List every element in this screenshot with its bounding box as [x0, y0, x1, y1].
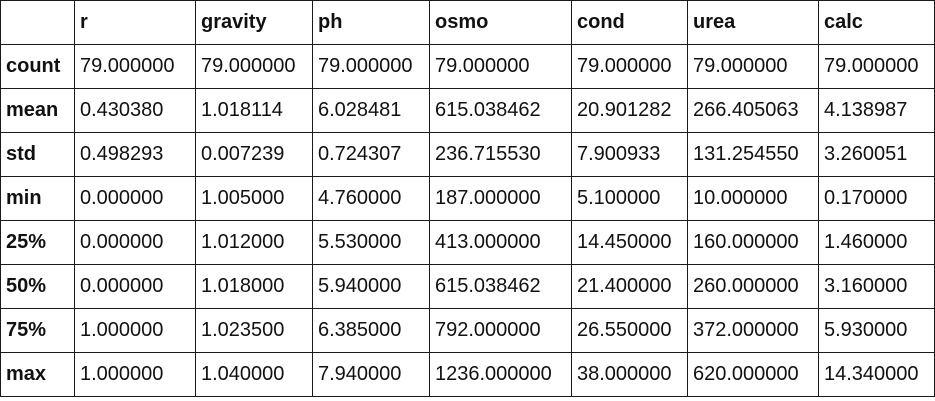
table-cell: 79.000000 [687, 44, 819, 89]
table-cell: 14.340000 [818, 352, 935, 397]
table-cell: 79.000000 [74, 44, 196, 89]
table-row: 50% 0.000000 1.018000 5.940000 615.03846… [0, 264, 935, 309]
row-label: mean [0, 88, 75, 133]
table-cell: 79.000000 [195, 44, 313, 89]
header-cell-cond: cond [571, 0, 688, 45]
table-cell: 0.000000 [74, 264, 196, 309]
table-cell: 615.038462 [429, 88, 572, 133]
table-cell: 0.000000 [74, 176, 196, 221]
table-cell: 236.715530 [429, 132, 572, 177]
header-row: r gravity ph osmo cond urea calc [0, 0, 935, 45]
table-cell: 20.901282 [571, 88, 688, 133]
table-cell: 1.012000 [195, 220, 313, 265]
table-cell: 1.018114 [195, 88, 313, 133]
row-label: 50% [0, 264, 75, 309]
header-cell-ph: ph [312, 0, 430, 45]
table-cell: 79.000000 [429, 44, 572, 89]
table-cell: 26.550000 [571, 308, 688, 353]
table-cell: 1.460000 [818, 220, 935, 265]
table-cell: 372.000000 [687, 308, 819, 353]
table-cell: 1.023500 [195, 308, 313, 353]
table-cell: 3.160000 [818, 264, 935, 309]
table-header: r gravity ph osmo cond urea calc [0, 0, 935, 45]
table-cell: 0.724307 [312, 132, 430, 177]
table-cell: 1236.000000 [429, 352, 572, 397]
table-cell: 79.000000 [571, 44, 688, 89]
table-row: max 1.000000 1.040000 7.940000 1236.0000… [0, 352, 935, 397]
header-cell-calc: calc [818, 0, 935, 45]
table-cell: 792.000000 [429, 308, 572, 353]
table-cell: 3.260051 [818, 132, 935, 177]
table-cell: 260.000000 [687, 264, 819, 309]
table-row: min 0.000000 1.005000 4.760000 187.00000… [0, 176, 935, 221]
table-row: 25% 0.000000 1.012000 5.530000 413.00000… [0, 220, 935, 265]
table-cell: 1.018000 [195, 264, 313, 309]
table-cell: 615.038462 [429, 264, 572, 309]
row-label: max [0, 352, 75, 397]
table-cell: 5.530000 [312, 220, 430, 265]
table-cell: 4.760000 [312, 176, 430, 221]
table-cell: 38.000000 [571, 352, 688, 397]
table-cell: 14.450000 [571, 220, 688, 265]
table-cell: 0.498293 [74, 132, 196, 177]
table-cell: 5.100000 [571, 176, 688, 221]
table-row: count 79.000000 79.000000 79.000000 79.0… [0, 44, 935, 89]
row-label: 75% [0, 308, 75, 353]
row-label: std [0, 132, 75, 177]
table-cell: 10.000000 [687, 176, 819, 221]
header-cell-urea: urea [687, 0, 819, 45]
table-cell: 266.405063 [687, 88, 819, 133]
table-cell: 413.000000 [429, 220, 572, 265]
table-cell: 1.040000 [195, 352, 313, 397]
table-cell: 6.028481 [312, 88, 430, 133]
table-cell: 5.940000 [312, 264, 430, 309]
header-cell-gravity: gravity [195, 0, 313, 45]
table-row: mean 0.430380 1.018114 6.028481 615.0384… [0, 88, 935, 133]
table-cell: 7.940000 [312, 352, 430, 397]
table-cell: 0.000000 [74, 220, 196, 265]
table-body: count 79.000000 79.000000 79.000000 79.0… [0, 44, 935, 397]
table-cell: 7.900933 [571, 132, 688, 177]
table-row: std 0.498293 0.007239 0.724307 236.71553… [0, 132, 935, 177]
row-label: count [0, 44, 75, 89]
table-cell: 160.000000 [687, 220, 819, 265]
table-cell: 1.005000 [195, 176, 313, 221]
table-cell: 79.000000 [312, 44, 430, 89]
table-cell: 0.170000 [818, 176, 935, 221]
table-cell: 620.000000 [687, 352, 819, 397]
header-cell-index [0, 0, 75, 45]
table-cell: 5.930000 [818, 308, 935, 353]
table-cell: 79.000000 [818, 44, 935, 89]
table-cell: 4.138987 [818, 88, 935, 133]
row-label: 25% [0, 220, 75, 265]
table-cell: 0.430380 [74, 88, 196, 133]
table-cell: 6.385000 [312, 308, 430, 353]
table-cell: 21.400000 [571, 264, 688, 309]
table-cell: 131.254550 [687, 132, 819, 177]
header-cell-r: r [74, 0, 196, 45]
table-row: 75% 1.000000 1.023500 6.385000 792.00000… [0, 308, 935, 353]
table-cell: 187.000000 [429, 176, 572, 221]
header-cell-osmo: osmo [429, 0, 572, 45]
table-cell: 0.007239 [195, 132, 313, 177]
row-label: min [0, 176, 75, 221]
table-cell: 1.000000 [74, 308, 196, 353]
table-cell: 1.000000 [74, 352, 196, 397]
